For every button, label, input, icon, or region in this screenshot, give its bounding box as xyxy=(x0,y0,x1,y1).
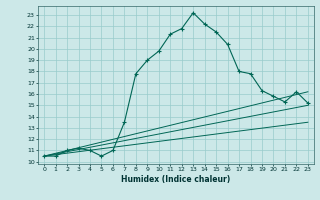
X-axis label: Humidex (Indice chaleur): Humidex (Indice chaleur) xyxy=(121,175,231,184)
